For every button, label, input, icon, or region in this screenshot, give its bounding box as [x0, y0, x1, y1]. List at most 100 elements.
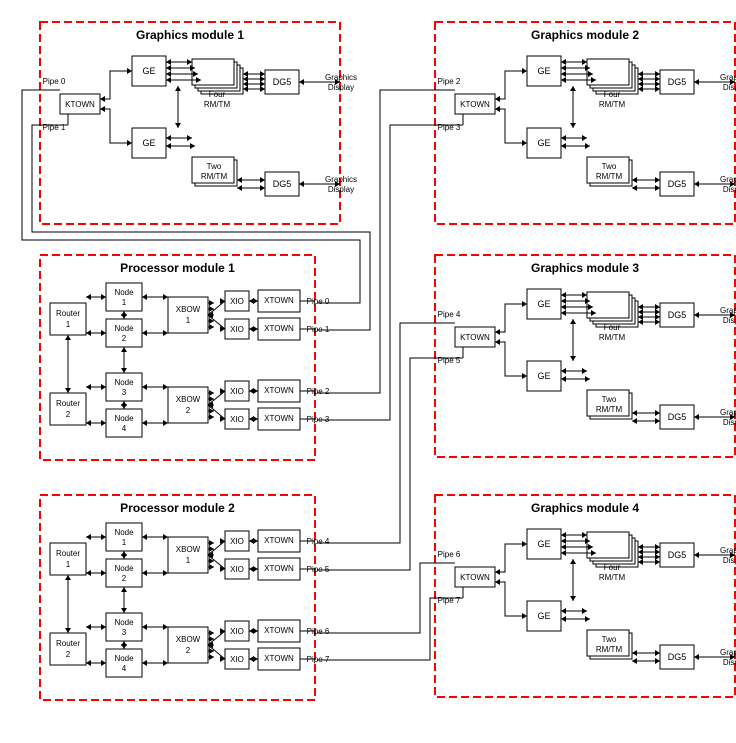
svg-text:Display: Display	[723, 658, 736, 667]
svg-text:3: 3	[122, 388, 127, 397]
svg-text:RM/TM: RM/TM	[596, 172, 623, 181]
svg-text:4: 4	[122, 424, 127, 433]
svg-text:Node: Node	[114, 324, 134, 333]
svg-text:Pipe 7: Pipe 7	[438, 596, 461, 605]
svg-text:RM/TM: RM/TM	[596, 405, 623, 414]
svg-text:KTOWN: KTOWN	[460, 100, 490, 109]
svg-text:2: 2	[122, 574, 127, 583]
svg-text:DG5: DG5	[668, 412, 687, 422]
svg-text:XBOW: XBOW	[176, 545, 201, 554]
svg-text:XIO: XIO	[230, 565, 244, 574]
gm4: Graphics module 4KTOWNPipe 6Pipe 7GEGEFo…	[435, 495, 736, 697]
svg-text:2: 2	[66, 650, 71, 659]
svg-text:Graphics: Graphics	[720, 306, 736, 315]
svg-text:Graphics module 4: Graphics module 4	[531, 501, 639, 515]
svg-text:RM/TM: RM/TM	[201, 172, 228, 181]
svg-text:DG5: DG5	[668, 310, 687, 320]
svg-text:4: 4	[122, 664, 127, 673]
svg-text:Display: Display	[723, 418, 736, 427]
svg-text:DG5: DG5	[668, 652, 687, 662]
svg-text:Graphics: Graphics	[720, 546, 736, 555]
svg-text:Pipe 0: Pipe 0	[43, 77, 66, 86]
svg-text:XTOWN: XTOWN	[264, 414, 294, 423]
svg-text:Display: Display	[723, 556, 736, 565]
svg-text:Router: Router	[56, 309, 80, 318]
svg-text:Graphics: Graphics	[720, 648, 736, 657]
svg-text:Node: Node	[114, 564, 134, 573]
svg-text:GE: GE	[537, 138, 550, 148]
svg-text:Pipe 6: Pipe 6	[307, 627, 330, 636]
svg-text:2: 2	[186, 406, 191, 415]
svg-text:RM/TM: RM/TM	[204, 100, 231, 109]
svg-text:Pipe 2: Pipe 2	[307, 387, 330, 396]
svg-text:Router: Router	[56, 549, 80, 558]
svg-text:DG5: DG5	[668, 179, 687, 189]
gm2: Graphics module 2KTOWNPipe 2Pipe 3GEGEFo…	[435, 22, 736, 224]
svg-text:XTOWN: XTOWN	[264, 564, 294, 573]
svg-text:XIO: XIO	[230, 537, 244, 546]
svg-text:1: 1	[122, 538, 127, 547]
svg-text:Display: Display	[328, 83, 354, 92]
svg-text:1: 1	[186, 556, 191, 565]
svg-text:Pipe 5: Pipe 5	[438, 356, 461, 365]
svg-text:Node: Node	[114, 414, 134, 423]
svg-text:XTOWN: XTOWN	[264, 654, 294, 663]
svg-text:KTOWN: KTOWN	[65, 100, 95, 109]
gm3: Graphics module 3KTOWNPipe 4Pipe 5GEGEFo…	[435, 255, 736, 457]
svg-text:1: 1	[66, 320, 71, 329]
svg-text:GE: GE	[537, 371, 550, 381]
svg-text:GE: GE	[537, 299, 550, 309]
svg-text:DG5: DG5	[668, 77, 687, 87]
svg-text:Graphics: Graphics	[720, 73, 736, 82]
svg-text:Graphics: Graphics	[325, 73, 357, 82]
svg-text:Pipe 4: Pipe 4	[438, 310, 461, 319]
svg-text:XBOW: XBOW	[176, 395, 201, 404]
svg-text:XTOWN: XTOWN	[264, 324, 294, 333]
pm1: Processor module 1Router1Router2Node1Nod…	[40, 255, 330, 460]
svg-text:Processor module 2: Processor module 2	[120, 501, 235, 515]
svg-text:Node: Node	[114, 528, 134, 537]
svg-text:XIO: XIO	[230, 325, 244, 334]
gm1: Graphics module 1 KTOWN Pipe 0 Pipe 1 GE GE Fo…	[40, 22, 357, 224]
svg-text:1: 1	[66, 560, 71, 569]
svg-text:Two: Two	[602, 395, 617, 404]
svg-text:GE: GE	[142, 138, 155, 148]
svg-text:XIO: XIO	[230, 387, 244, 396]
svg-text:Display: Display	[723, 83, 736, 92]
svg-text:KTOWN: KTOWN	[460, 573, 490, 582]
svg-text:RM/TM: RM/TM	[596, 645, 623, 654]
svg-text:Pipe 1: Pipe 1	[43, 123, 66, 132]
svg-text:1: 1	[122, 298, 127, 307]
svg-text:Graphics: Graphics	[720, 408, 736, 417]
svg-text:XTOWN: XTOWN	[264, 536, 294, 545]
svg-text:Node: Node	[114, 618, 134, 627]
svg-text:RM/TM: RM/TM	[599, 100, 626, 109]
svg-text:GE: GE	[537, 611, 550, 621]
svg-text:XIO: XIO	[230, 297, 244, 306]
svg-text:DG5: DG5	[668, 550, 687, 560]
svg-text:2: 2	[122, 334, 127, 343]
svg-text:XTOWN: XTOWN	[264, 386, 294, 395]
svg-text:Node: Node	[114, 378, 134, 387]
svg-text:Router: Router	[56, 399, 80, 408]
svg-text:Four: Four	[209, 90, 226, 99]
svg-text:Router: Router	[56, 639, 80, 648]
svg-text:Four: Four	[604, 90, 621, 99]
svg-text:XTOWN: XTOWN	[264, 626, 294, 635]
svg-text:Graphics: Graphics	[720, 175, 736, 184]
svg-text:RM/TM: RM/TM	[599, 333, 626, 342]
svg-text:Graphics: Graphics	[325, 175, 357, 184]
svg-text:Four: Four	[604, 563, 621, 572]
svg-text:1: 1	[186, 316, 191, 325]
svg-text:XBOW: XBOW	[176, 305, 201, 314]
svg-text:Display: Display	[723, 316, 736, 325]
svg-text:Graphics module 1: Graphics module 1	[136, 28, 244, 42]
svg-text:Node: Node	[114, 288, 134, 297]
svg-text:XIO: XIO	[230, 655, 244, 664]
svg-text:GE: GE	[142, 66, 155, 76]
svg-text:Graphics module 3: Graphics module 3	[531, 261, 639, 275]
svg-text:GE: GE	[537, 539, 550, 549]
diagram-stage: Graphics module 1 KTOWN Pipe 0 Pipe 1 GE GE Fo…	[10, 10, 736, 733]
svg-text:GE: GE	[537, 66, 550, 76]
svg-text:Pipe 0: Pipe 0	[307, 297, 330, 306]
